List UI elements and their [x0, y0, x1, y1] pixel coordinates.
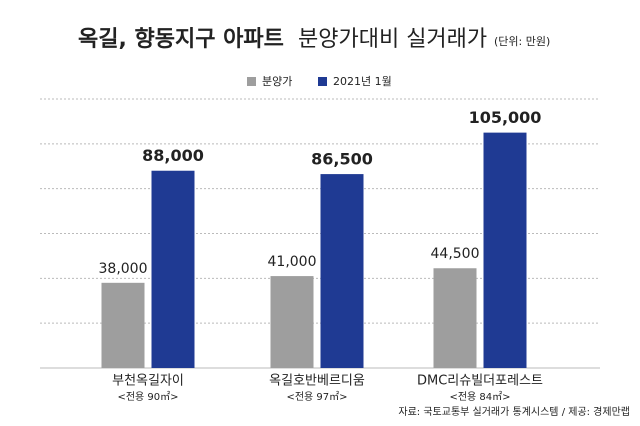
category-note: <전용 97㎡> [286, 391, 347, 403]
chart-title: 옥길, 향동지구 아파트 [78, 27, 284, 52]
x-tick-label: DMC리슈빌더포레스트 [417, 374, 543, 389]
value-label: 38,000 [99, 261, 148, 277]
source-note: 자료: 국토교통부 실거래가 통계시스템 / 제공: 경제만랩 [398, 405, 630, 418]
value-label: 86,500 [311, 150, 373, 169]
bar [270, 276, 314, 368]
value-label: 105,000 [469, 108, 542, 127]
value-label: 41,000 [268, 254, 317, 270]
bar [101, 282, 145, 368]
chart-title: 분양가대비 실거래가 [298, 27, 487, 52]
bar [320, 174, 364, 368]
bar [151, 170, 195, 368]
legend-swatch [318, 77, 327, 86]
value-label: 44,500 [431, 246, 480, 262]
legend-label: 2021년 1월 [333, 75, 392, 88]
bar [433, 268, 477, 368]
category-note: <전용 90㎡> [117, 391, 178, 403]
unit-label: (단위: 만원) [494, 35, 550, 48]
x-tick-label: 옥길호반베르디움 [269, 374, 365, 389]
legend-label: 분양가 [262, 75, 292, 88]
category-note: <전용 84㎡> [449, 391, 510, 403]
bar [483, 132, 527, 368]
value-label: 88,000 [142, 146, 204, 165]
legend-swatch [247, 77, 256, 86]
x-tick-label: 부천옥길자이 [112, 374, 184, 389]
